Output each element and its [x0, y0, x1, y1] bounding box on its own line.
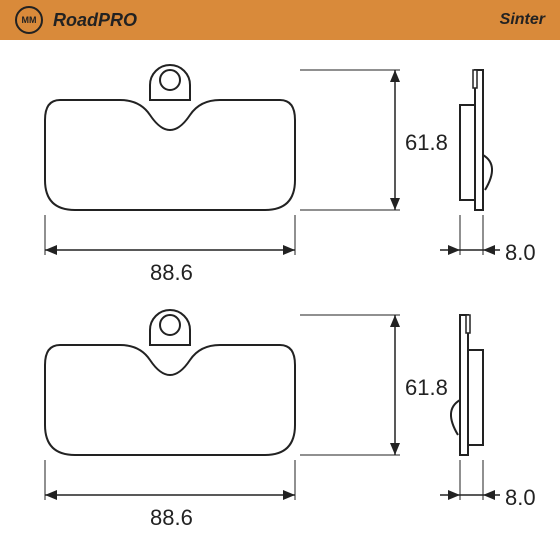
pad2-width-label: 88.6 — [150, 505, 193, 531]
pad2-thickness-label: 8.0 — [505, 485, 536, 511]
variant-label: Sinter — [500, 11, 545, 29]
pad2-thickness-dim — [440, 460, 500, 500]
pad2-front — [45, 310, 295, 455]
logo-icon: MM — [15, 6, 43, 34]
technical-drawing — [0, 40, 560, 560]
pad1-width-dim — [45, 215, 295, 255]
pad1-width-label: 88.6 — [150, 260, 193, 286]
diagram-area: 61.8 88.6 8.0 61.8 88.6 8.0 — [0, 40, 560, 560]
pad1-thickness-dim — [440, 215, 500, 255]
pad2-height-label: 61.8 — [405, 375, 448, 401]
pad1-side — [460, 70, 492, 210]
pad1-height-dim — [300, 70, 400, 210]
pad2-width-dim — [45, 460, 295, 500]
pad2-height-dim — [300, 315, 400, 455]
header-left: MM RoadPRO — [15, 6, 137, 34]
brand-label: RoadPRO — [53, 10, 137, 31]
pad2-side — [451, 315, 483, 455]
pad1-height-label: 61.8 — [405, 130, 448, 156]
pad1-thickness-label: 8.0 — [505, 240, 536, 266]
pad1-front — [45, 65, 295, 210]
header-bar: MM RoadPRO Sinter — [0, 0, 560, 40]
